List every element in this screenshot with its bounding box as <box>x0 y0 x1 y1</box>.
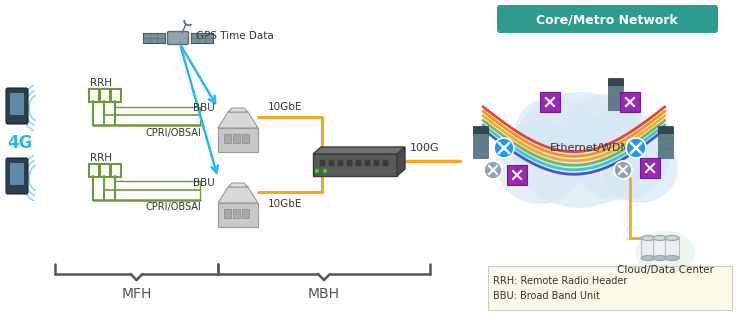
Text: CPRI/OBSAI: CPRI/OBSAI <box>145 128 201 138</box>
FancyBboxPatch shape <box>143 33 165 43</box>
Ellipse shape <box>641 236 655 240</box>
Circle shape <box>494 138 514 158</box>
Ellipse shape <box>653 255 667 261</box>
Ellipse shape <box>641 255 655 261</box>
FancyBboxPatch shape <box>100 89 110 101</box>
Polygon shape <box>228 183 248 187</box>
FancyBboxPatch shape <box>233 209 240 218</box>
FancyBboxPatch shape <box>488 266 732 310</box>
Text: MBH: MBH <box>308 287 340 301</box>
Text: Cloud/Data Center: Cloud/Data Center <box>617 265 714 275</box>
Ellipse shape <box>570 110 670 200</box>
FancyBboxPatch shape <box>382 159 388 166</box>
FancyBboxPatch shape <box>658 148 673 158</box>
FancyBboxPatch shape <box>658 125 673 133</box>
FancyBboxPatch shape <box>328 159 334 166</box>
Polygon shape <box>218 203 258 227</box>
Text: RRH: RRH <box>90 78 112 88</box>
FancyBboxPatch shape <box>608 90 622 100</box>
Ellipse shape <box>512 92 648 208</box>
Text: BBU: Broad Band Unit: BBU: Broad Band Unit <box>493 291 600 301</box>
FancyBboxPatch shape <box>658 139 673 147</box>
FancyBboxPatch shape <box>10 93 24 115</box>
FancyBboxPatch shape <box>472 139 488 147</box>
FancyBboxPatch shape <box>88 89 98 101</box>
FancyBboxPatch shape <box>472 129 488 138</box>
Text: GPS Time Data: GPS Time Data <box>196 31 274 41</box>
FancyBboxPatch shape <box>665 238 679 258</box>
FancyBboxPatch shape <box>242 209 249 218</box>
Polygon shape <box>218 112 258 128</box>
FancyBboxPatch shape <box>373 159 379 166</box>
FancyBboxPatch shape <box>224 209 231 218</box>
FancyBboxPatch shape <box>6 158 28 194</box>
FancyBboxPatch shape <box>10 163 24 185</box>
FancyBboxPatch shape <box>640 158 660 178</box>
Ellipse shape <box>602 133 678 203</box>
FancyBboxPatch shape <box>242 134 249 143</box>
Text: 10GbE: 10GbE <box>268 102 302 112</box>
Text: 4G: 4G <box>8 134 33 152</box>
Circle shape <box>626 138 646 158</box>
Text: RRH: Remote Radio Header: RRH: Remote Radio Header <box>493 276 627 286</box>
FancyBboxPatch shape <box>608 100 622 110</box>
Polygon shape <box>397 147 405 176</box>
Ellipse shape <box>515 96 595 168</box>
FancyBboxPatch shape <box>620 92 640 112</box>
Text: Core/Metro Network: Core/Metro Network <box>536 14 678 26</box>
Ellipse shape <box>495 120 585 204</box>
Circle shape <box>614 161 632 179</box>
Text: MFH: MFH <box>121 287 152 301</box>
FancyBboxPatch shape <box>608 77 622 84</box>
FancyBboxPatch shape <box>224 134 231 143</box>
FancyBboxPatch shape <box>100 163 110 176</box>
Text: BBU: BBU <box>194 178 215 188</box>
Ellipse shape <box>567 94 643 162</box>
Circle shape <box>323 169 327 173</box>
FancyBboxPatch shape <box>472 125 488 133</box>
FancyBboxPatch shape <box>88 163 98 176</box>
FancyBboxPatch shape <box>319 159 325 166</box>
Polygon shape <box>218 187 258 203</box>
FancyBboxPatch shape <box>110 163 120 176</box>
FancyBboxPatch shape <box>540 92 560 112</box>
FancyBboxPatch shape <box>364 159 370 166</box>
Ellipse shape <box>653 236 667 240</box>
Polygon shape <box>313 154 397 176</box>
FancyBboxPatch shape <box>6 88 28 124</box>
FancyBboxPatch shape <box>472 148 488 158</box>
FancyBboxPatch shape <box>233 134 240 143</box>
Ellipse shape <box>665 255 679 261</box>
Text: RRH: RRH <box>90 153 112 163</box>
Ellipse shape <box>635 231 695 276</box>
FancyBboxPatch shape <box>641 238 655 258</box>
FancyBboxPatch shape <box>497 5 718 33</box>
Text: BBU: BBU <box>194 103 215 113</box>
Polygon shape <box>218 128 258 152</box>
Text: Ethernet/WDM: Ethernet/WDM <box>550 143 631 153</box>
FancyBboxPatch shape <box>507 165 527 185</box>
FancyBboxPatch shape <box>658 129 673 138</box>
FancyBboxPatch shape <box>337 159 343 166</box>
Circle shape <box>484 161 502 179</box>
FancyBboxPatch shape <box>653 238 667 258</box>
Text: 100G: 100G <box>411 143 440 153</box>
FancyBboxPatch shape <box>346 159 352 166</box>
FancyBboxPatch shape <box>168 32 188 44</box>
Ellipse shape <box>665 236 679 240</box>
Polygon shape <box>313 147 405 154</box>
Polygon shape <box>228 108 248 112</box>
Text: 10GbE: 10GbE <box>268 199 302 209</box>
FancyBboxPatch shape <box>191 33 213 43</box>
FancyBboxPatch shape <box>355 159 361 166</box>
FancyBboxPatch shape <box>110 89 120 101</box>
Text: CPRI/OBSAI: CPRI/OBSAI <box>145 202 201 212</box>
Circle shape <box>315 169 319 173</box>
FancyBboxPatch shape <box>608 81 622 89</box>
